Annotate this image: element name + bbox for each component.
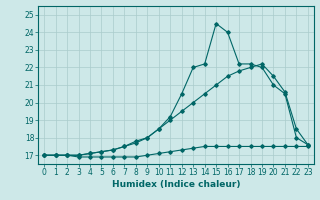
X-axis label: Humidex (Indice chaleur): Humidex (Indice chaleur) (112, 180, 240, 189)
